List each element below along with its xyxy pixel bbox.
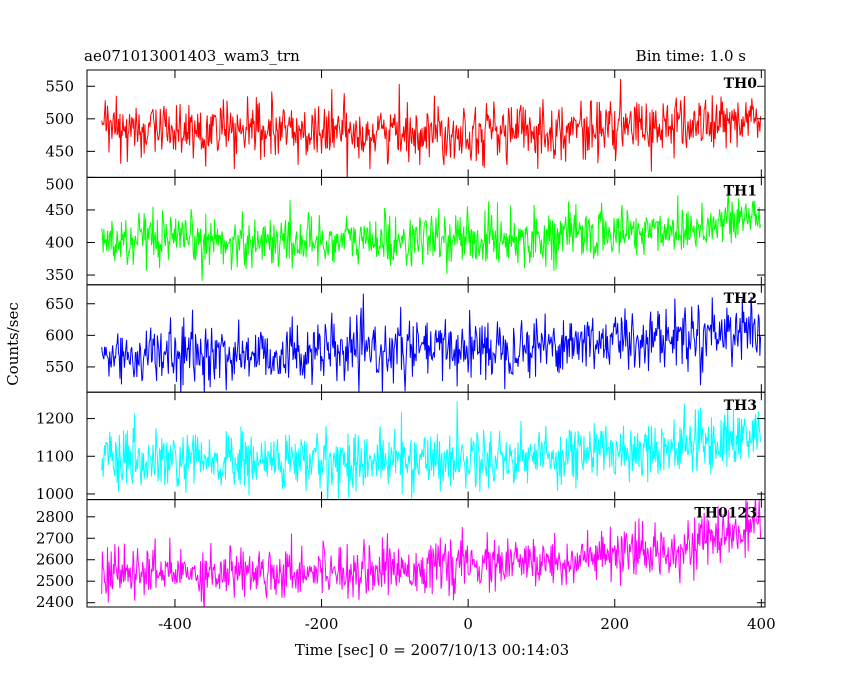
y-axis-label: Counts/sec bbox=[4, 302, 22, 386]
x-axis-label: Time [sec] 0 = 2007/10/13 00:14:03 bbox=[295, 641, 569, 659]
y-tick-label-th2: 650 bbox=[45, 295, 74, 313]
y-tick-label-th0123: 2500 bbox=[36, 572, 74, 590]
series-th1 bbox=[101, 188, 762, 281]
series-th3 bbox=[101, 401, 762, 500]
y-tick-label-th0: 450 bbox=[45, 142, 74, 160]
panel-label-th1: TH1 bbox=[724, 183, 757, 199]
y-tick-label-th1: 500 bbox=[45, 175, 74, 193]
y-tick-label-th0123: 2700 bbox=[36, 529, 74, 547]
y-tick-label-th2: 600 bbox=[45, 326, 74, 344]
y-tick-label-th3: 1100 bbox=[36, 447, 74, 465]
x-tick-label: 0 bbox=[463, 615, 473, 633]
y-tick-label-th0: 550 bbox=[45, 77, 74, 95]
panel-label-th2: TH2 bbox=[724, 291, 757, 307]
panel-frame-th1 bbox=[86, 176, 766, 286]
y-tick-label-th0123: 2400 bbox=[36, 593, 74, 611]
y-tick-label-th2: 550 bbox=[45, 358, 74, 376]
series-th2 bbox=[101, 293, 762, 393]
x-tick-label: -400 bbox=[158, 615, 192, 633]
panel-label-th0: TH0 bbox=[724, 76, 758, 92]
panel-label-th3: TH3 bbox=[724, 398, 757, 414]
panel-label-th0123: TH0123 bbox=[694, 506, 757, 522]
chart-title: ae071013001403_wam3_trn bbox=[84, 47, 300, 65]
series-th0 bbox=[101, 78, 762, 178]
y-tick-label-th0: 500 bbox=[45, 110, 74, 128]
y-tick-label-th3: 1200 bbox=[36, 410, 74, 428]
x-tick-label: -200 bbox=[305, 615, 339, 633]
series-th0123 bbox=[101, 499, 762, 608]
bin-time-label: Bin time: 1.0 s bbox=[636, 47, 746, 65]
y-tick-label-th0123: 2800 bbox=[36, 508, 74, 526]
y-tick-label-th1: 450 bbox=[45, 201, 74, 219]
y-tick-label-th1: 350 bbox=[45, 266, 74, 284]
y-tick-label-th3: 1000 bbox=[36, 485, 74, 503]
panels-group: 450 500 550 TH0 350 400 450 500 TH1 550 600 650 TH2 1… bbox=[36, 69, 776, 633]
x-tick-label: 200 bbox=[600, 615, 629, 633]
panel-frame-th0123 bbox=[86, 499, 766, 608]
y-tick-label-th0123: 2600 bbox=[36, 551, 74, 569]
x-tick-label: 400 bbox=[747, 615, 776, 633]
y-tick-label-th1: 400 bbox=[45, 233, 74, 251]
